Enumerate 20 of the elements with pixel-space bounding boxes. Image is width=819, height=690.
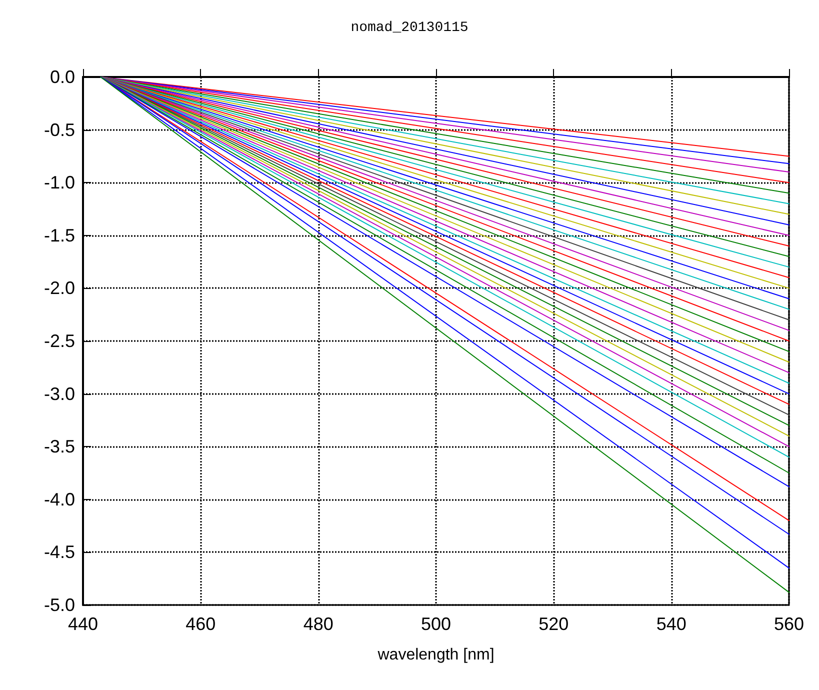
x-tick-label: 520 [538, 614, 569, 634]
x-tick-label: 540 [656, 614, 686, 634]
y-tick-label: -4.0 [44, 489, 75, 510]
x-tick-label: 440 [68, 614, 98, 634]
y-tick-label: -1.0 [44, 172, 75, 193]
y-tick-label: 0.0 [50, 67, 75, 87]
y-tick-label: -2.5 [44, 331, 75, 351]
x-tick-label: 560 [774, 614, 804, 634]
x-tick-label: 460 [186, 614, 216, 634]
y-tick-label: -3.5 [44, 436, 75, 457]
x-tick-label: 480 [303, 614, 334, 634]
y-tick-label: -4.5 [44, 542, 75, 562]
y-tick-label: -5.0 [44, 595, 75, 615]
chart-title: nomad_20130115 [350, 20, 468, 36]
x-axis-title: wavelength [nm] [376, 646, 494, 664]
y-tick-label: -1.5 [44, 225, 75, 246]
y-tick-label: -3.0 [44, 384, 75, 404]
y-tick-label: -0.5 [44, 120, 75, 140]
x-tick-label: 500 [420, 614, 452, 634]
y-tick-label: -2.0 [44, 278, 75, 298]
